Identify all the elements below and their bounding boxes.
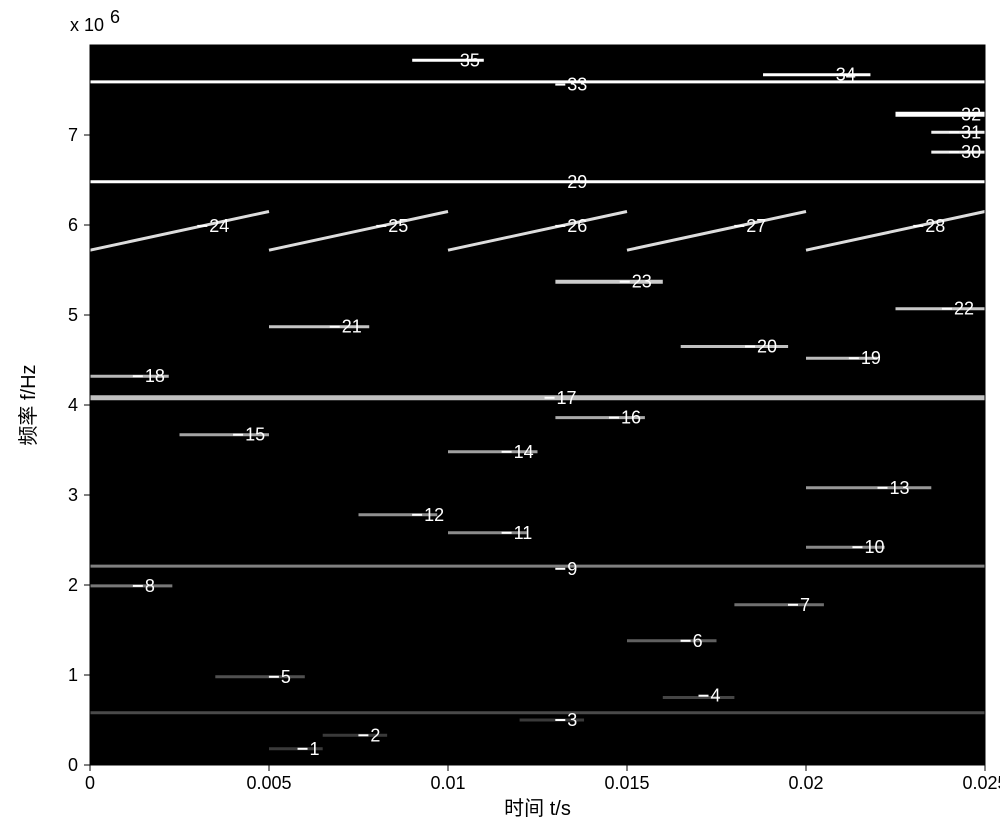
- x-axis-label: 时间 t/s: [504, 797, 571, 820]
- annotation-label: 28: [925, 216, 945, 236]
- annotation-label: 21: [342, 317, 362, 337]
- y-axis-label: 频率 f/Hz: [17, 364, 40, 445]
- annotation-label: 29: [567, 172, 587, 192]
- annotation-label: 30: [961, 142, 981, 162]
- annotation-label: 7: [800, 595, 810, 615]
- x-tick-label: 0: [85, 773, 95, 793]
- y-tick-label: 7: [68, 125, 78, 145]
- x-tick-label: 0.025: [962, 773, 1000, 793]
- annotation-label: 18: [145, 366, 165, 386]
- annotation-label: 15: [245, 425, 265, 445]
- annotation-label: 3: [567, 710, 577, 730]
- annotation-label: 24: [209, 216, 229, 236]
- y-tick-label: 5: [68, 305, 78, 325]
- x-tick-label: 0.02: [788, 773, 823, 793]
- annotation-label: 35: [460, 50, 480, 70]
- y-tick-label: 4: [68, 395, 78, 415]
- annotation-label: 27: [746, 216, 766, 236]
- annotation-label: 23: [632, 272, 652, 292]
- annotation-label: 8: [145, 576, 155, 596]
- annotation-label: 2: [370, 725, 380, 745]
- annotation-label: 17: [557, 388, 577, 408]
- annotation-label: 16: [621, 408, 641, 428]
- annotation-label: 19: [861, 348, 881, 368]
- annotation-label: 32: [961, 104, 981, 124]
- annotation-label: 11: [514, 523, 533, 543]
- annotation-label: 12: [424, 505, 444, 525]
- chart-container: 1234567891011121314151617181920212223242…: [0, 0, 1000, 827]
- svg-text:x 10: x 10: [70, 15, 104, 35]
- y-axis-exponent: x 10 6: [70, 7, 120, 35]
- annotation-label: 6: [693, 631, 703, 651]
- annotation-label: 20: [757, 337, 777, 357]
- annotation-label: 31: [961, 122, 981, 142]
- annotation-label: 5: [281, 667, 291, 687]
- x-tick-label: 0.015: [604, 773, 649, 793]
- annotation-label: 34: [836, 65, 856, 85]
- y-tick-label: 6: [68, 215, 78, 235]
- y-tick-label: 1: [68, 665, 78, 685]
- annotation-label: 14: [514, 442, 534, 462]
- x-tick-label: 0.005: [246, 773, 291, 793]
- x-tick-label: 0.01: [430, 773, 465, 793]
- annotation-label: 33: [567, 75, 587, 95]
- annotation-label: 25: [388, 216, 408, 236]
- y-tick-label: 2: [68, 575, 78, 595]
- y-tick-label: 0: [68, 755, 78, 775]
- plot-background: [90, 45, 985, 765]
- annotation-label: 9: [567, 559, 577, 579]
- annotation-label: 22: [954, 299, 974, 319]
- annotation-label: 1: [310, 739, 320, 759]
- annotation-label: 13: [890, 478, 910, 498]
- annotation-label: 26: [567, 216, 587, 236]
- annotation-label: 4: [711, 686, 721, 706]
- time-frequency-chart: 1234567891011121314151617181920212223242…: [0, 0, 1000, 827]
- annotation-label: 10: [864, 537, 884, 557]
- svg-text:6: 6: [110, 7, 120, 27]
- y-tick-label: 3: [68, 485, 78, 505]
